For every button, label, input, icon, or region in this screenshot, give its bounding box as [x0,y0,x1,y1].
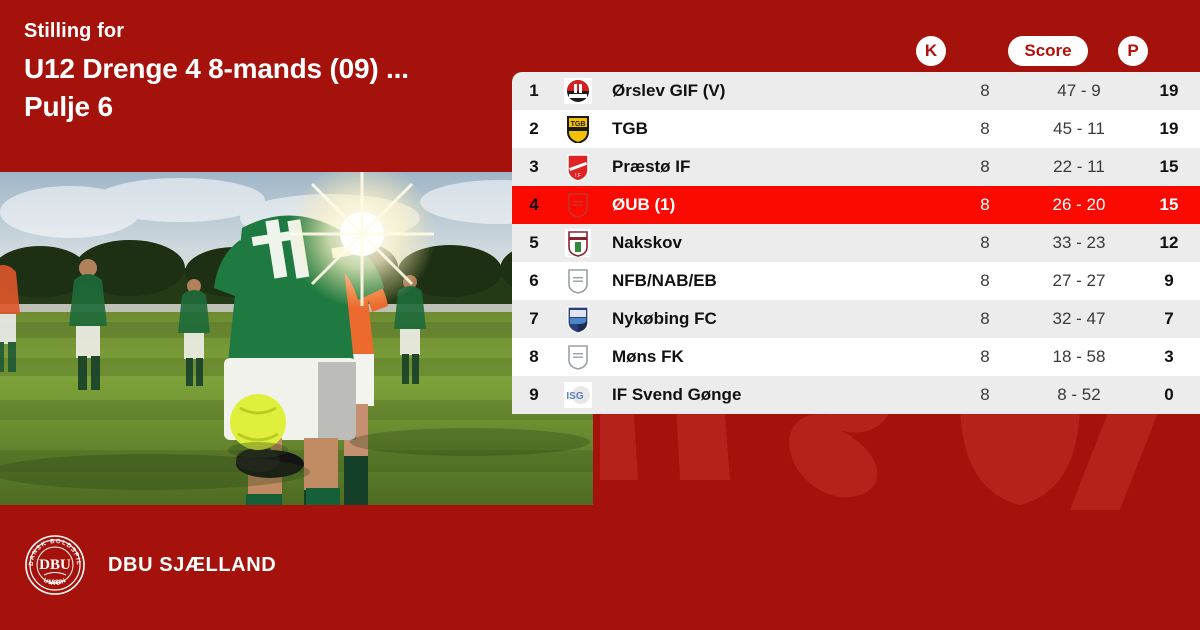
table-row-highlighted[interactable]: 4 ØUB (1) 8 26 - 20 15 [512,186,1200,224]
score-cell: 26 - 20 [1052,195,1106,214]
tgb-badge-icon: TGB [556,115,600,143]
table-row[interactable]: 2 TGB TGB 8 45 - 11 19 [512,110,1200,148]
placeholder-badge-icon [556,344,600,370]
placeholder-badge-icon [556,192,600,218]
praesto-if-badge-icon: I.F [556,153,600,181]
table-row[interactable]: 1 Ørslev GIF (V) 8 47 - 9 19 [512,72,1200,110]
orslev-gif-badge-icon [556,78,600,104]
points-cell: 3 [1164,347,1174,366]
rank-cell: 1 [529,81,539,100]
hero-photo [0,172,593,505]
table-row[interactable]: 8 Møns FK 8 18 - 58 3 [512,338,1200,376]
column-header-score: Score [1008,36,1088,66]
headline-block: Stilling for U12 Drenge 4 8-mands (09) .… [24,18,584,158]
table-body: 1 Ørslev GIF (V) 8 47 - 9 19 2 TGB TGB 8… [512,72,1200,414]
dbu-logo-icon: DANSK BOLDSPIL UNION DBU ·1889· [24,534,86,596]
table-row[interactable]: 6 NFB/NAB/EB 8 27 - 27 9 [512,262,1200,300]
played-cell: 8 [980,347,990,366]
played-cell: 8 [980,81,990,100]
nykobing-fc-badge-icon [556,305,600,333]
team-name-cell: Møns FK [612,347,684,366]
team-name-cell: NFB/NAB/EB [612,271,717,290]
svg-text:I.F: I.F [575,173,581,179]
team-name-cell: Nakskov [612,233,682,252]
rank-cell: 5 [529,233,539,252]
rank-cell: 3 [529,157,539,176]
svg-text:TGB: TGB [571,121,586,128]
score-cell: 33 - 23 [1052,233,1106,252]
nakskov-badge-icon [556,229,600,257]
rank-cell: 4 [529,195,539,214]
rank-cell: 6 [529,271,539,290]
team-name-cell: Ørslev GIF (V) [612,81,726,100]
points-cell: 0 [1164,385,1174,404]
points-cell: 15 [1159,195,1179,214]
placeholder-badge-icon [556,268,600,294]
played-cell: 8 [980,119,990,138]
played-cell: 8 [980,233,990,252]
team-name-cell: Præstø IF [612,157,691,176]
played-cell: 8 [980,157,990,176]
team-name-cell: ØUB (1) [612,195,676,214]
isg-badge-icon: ISG [556,382,600,408]
table-header-row: K Score P [512,30,1200,72]
points-cell: 9 [1164,271,1174,290]
score-cell: 47 - 9 [1057,81,1101,100]
played-cell: 8 [980,385,990,404]
svg-text:UNION: UNION [42,577,68,587]
team-name-cell: TGB [612,119,648,138]
standings-table: K Score P 1 Ørslev GIF (V) 8 47 - 9 19 2… [512,30,1200,414]
page-title: U12 Drenge 4 8-mands (09) ... Pulje 6 [24,53,409,122]
score-cell: 18 - 58 [1052,347,1106,366]
table-row[interactable]: 7 Nykøbing FC 8 32 - 47 7 [512,300,1200,338]
played-cell: 8 [980,271,990,290]
table-row[interactable]: 5 Nakskov 8 33 - 23 12 [512,224,1200,262]
kicker-label: Stilling for [24,20,125,42]
played-cell: 8 [980,309,990,328]
rank-cell: 7 [529,309,539,328]
points-cell: 12 [1159,233,1179,252]
team-name-cell: IF Svend Gønge [612,385,742,404]
played-cell: 8 [980,195,990,214]
column-header-points: P [1118,36,1148,66]
organisation-name: DBU SJÆLLAND [108,553,277,576]
svg-text:·1889·: ·1889· [46,580,63,586]
score-cell: 45 - 11 [1053,119,1105,138]
table-row[interactable]: 3 I.F Præstø IF 8 22 - 11 15 [512,148,1200,186]
points-cell: 19 [1159,81,1179,100]
footer: DANSK BOLDSPIL UNION DBU ·1889· DBU SJÆL… [24,534,276,596]
team-name-cell: Nykøbing FC [612,309,717,328]
points-cell: 19 [1159,119,1179,138]
rank-cell: 9 [529,385,539,404]
svg-text:ISG: ISG [566,391,583,402]
score-cell: 8 - 52 [1057,385,1101,404]
score-cell: 32 - 47 [1052,309,1106,328]
rank-cell: 8 [529,347,539,366]
score-cell: 27 - 27 [1052,271,1106,290]
svg-text:DBU: DBU [39,557,71,573]
score-cell: 22 - 11 [1053,157,1105,176]
rank-cell: 2 [529,119,539,138]
table-row[interactable]: 9 ISG IF Svend Gønge 8 8 - 52 0 [512,376,1200,414]
column-header-played: K [916,36,946,66]
points-cell: 7 [1164,309,1174,328]
points-cell: 15 [1159,157,1179,176]
